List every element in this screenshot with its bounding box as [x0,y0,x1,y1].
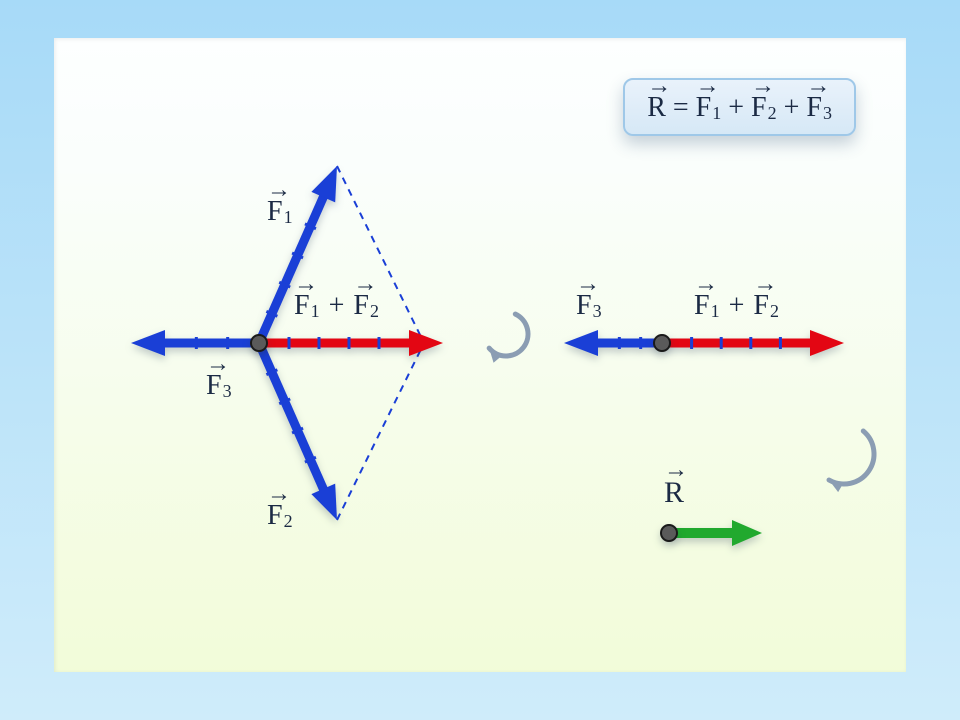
label-F1plusF2-left: F1 + F2 [294,290,379,322]
label-R: R [664,476,684,510]
diagram-panel: R = F1 + F2 + F3 F1 F2 F3 F1 + F2 F3 F [54,38,906,672]
page-background: R = F1 + F2 + F3 F1 F2 F3 F1 + F2 F3 F [0,0,960,720]
label-F1: F1 [267,196,293,228]
label-F3-left: F3 [206,370,232,402]
label-F1plusF2-right: F1 + F2 [694,290,779,322]
label-F2: F2 [267,500,293,532]
label-F3-right: F3 [576,290,602,322]
vector-diagram-svg [54,38,906,672]
